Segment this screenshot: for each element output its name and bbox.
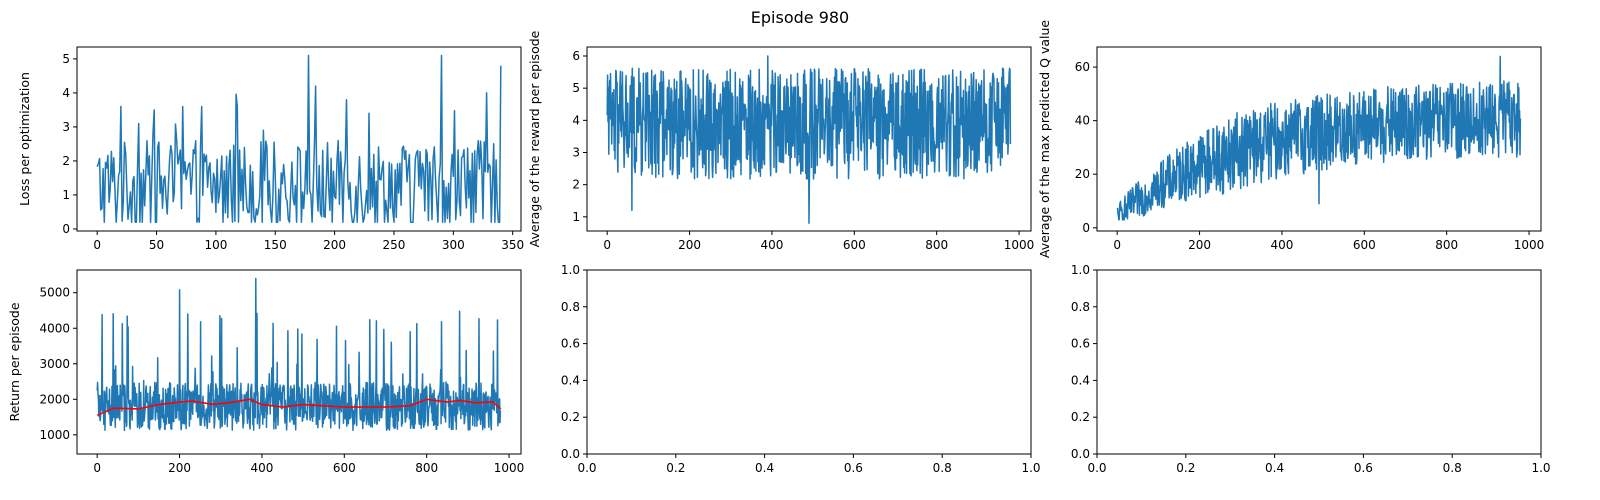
y-tick-label: 20 — [1075, 167, 1090, 181]
y-tick-label: 0.6 — [1071, 337, 1090, 351]
x-tick-label: 1000 — [494, 461, 525, 475]
y-tick-label: 1 — [572, 210, 580, 224]
axes-frame — [1096, 46, 1542, 232]
x-tick-label: 0.8 — [933, 461, 952, 475]
x-tick-label: 0.0 — [1087, 461, 1106, 475]
x-tick-label: 800 — [925, 238, 948, 252]
y-axis-label: Loss per optimization — [17, 72, 32, 206]
axes-frame — [586, 269, 1032, 455]
y-tick-label: 5 — [62, 52, 70, 66]
y-tick-label: 0.0 — [561, 447, 580, 461]
y-tick-label: 0 — [1082, 221, 1090, 235]
y-tick-label: 5000 — [39, 286, 70, 300]
x-tick-label: 1.0 — [1531, 461, 1550, 475]
x-tick-label: 1.0 — [1021, 461, 1040, 475]
y-tick-label: 4 — [572, 113, 580, 127]
chart-bottom-right: 0.0 0.2 0.4 0.6 0.8 1.0 0.0 0.2 0.4 0.6 0.8 1.0 — [1071, 263, 1551, 475]
x-tick-label: 0.2 — [666, 461, 685, 475]
y-axis-label: Return per episode — [7, 302, 22, 421]
y-tick-label: 3000 — [39, 357, 70, 371]
y-tick-label: 2 — [572, 178, 580, 192]
x-tick-label: 0.6 — [844, 461, 863, 475]
x-tick-label: 800 — [1435, 238, 1458, 252]
axes-frame — [586, 46, 1032, 232]
x-tick-label: 250 — [383, 238, 406, 252]
axes-frame — [76, 46, 522, 232]
x-tick-label: 200 — [678, 238, 701, 252]
y-tick-label: 0.2 — [561, 410, 580, 424]
x-tick-label: 0.8 — [1443, 461, 1462, 475]
y-tick-label: 0.8 — [561, 300, 580, 314]
y-tick-label: 0.4 — [1071, 373, 1090, 387]
x-tick-label: 400 — [760, 238, 783, 252]
y-tick-label: 1.0 — [1071, 263, 1090, 277]
chart-top-right: 0 200 400 600 800 1000 0 20 40 60 Average of the m… — [1037, 20, 1544, 259]
y-tick-label: 4 — [62, 86, 70, 100]
x-tick-label: 200 — [1188, 238, 1211, 252]
y-axis-label: Average of the reward per episode — [527, 30, 542, 247]
x-tick-label: 0.4 — [1265, 461, 1284, 475]
y-tick-label: 0.8 — [1071, 300, 1090, 314]
x-tick-label: 1000 — [1514, 238, 1545, 252]
y-tick-label: 0 — [62, 222, 70, 236]
series-line-0 — [96, 277, 502, 432]
y-tick-label: 1000 — [39, 428, 70, 442]
x-tick-label: 0 — [1113, 238, 1121, 252]
x-tick-label: 300 — [442, 238, 465, 252]
x-tick-label: 800 — [415, 461, 438, 475]
y-tick-label: 40 — [1075, 114, 1090, 128]
x-tick-label: 50 — [149, 238, 164, 252]
y-tick-label: 3 — [572, 146, 580, 160]
chart-bottom-left: 0 200 400 600 800 1000 1000 2000 3000 4000 5000 Ret… — [7, 269, 525, 475]
y-tick-label: 0.2 — [1071, 410, 1090, 424]
x-tick-label: 150 — [264, 238, 287, 252]
y-tick-label: 2 — [62, 154, 70, 168]
x-tick-label: 0.4 — [755, 461, 774, 475]
y-tick-label: 2000 — [39, 392, 70, 406]
y-axis-label: Average of the max predicted Q value — [1037, 20, 1052, 259]
x-tick-label: 0 — [93, 461, 101, 475]
y-tick-label: 5 — [572, 81, 580, 95]
y-tick-label: 6 — [572, 49, 580, 63]
x-tick-label: 400 — [250, 461, 273, 475]
y-tick-label: 0.0 — [1071, 447, 1090, 461]
x-tick-label: 350 — [501, 238, 524, 252]
y-tick-label: 1.0 — [561, 263, 580, 277]
x-tick-label: 600 — [333, 461, 356, 475]
chart-top-center: 0 200 400 600 800 1000 1 2 3 4 5 6 Average of the re… — [527, 30, 1034, 252]
series-line-0 — [606, 55, 1012, 225]
x-tick-label: 0.6 — [1354, 461, 1373, 475]
axes-frame — [76, 269, 522, 455]
chart-bottom-center: 0.0 0.2 0.4 0.6 0.8 1.0 0.0 0.2 0.4 0.6 0.8 1.0 — [561, 263, 1041, 475]
x-tick-label: 100 — [204, 238, 227, 252]
series-line-1 — [96, 398, 502, 417]
series-line-0 — [96, 54, 502, 223]
x-tick-label: 600 — [843, 238, 866, 252]
series-line-0 — [1116, 55, 1522, 221]
y-tick-label: 60 — [1075, 60, 1090, 74]
y-tick-label: 1 — [62, 188, 70, 202]
x-tick-label: 200 — [168, 461, 191, 475]
figure-title: Episode 980 — [750, 8, 850, 27]
x-tick-label: 0 — [93, 238, 101, 252]
x-tick-label: 0 — [603, 238, 611, 252]
axes-frame — [1096, 269, 1542, 455]
x-tick-label: 0.0 — [577, 461, 596, 475]
x-tick-label: 400 — [1270, 238, 1293, 252]
x-tick-label: 0.2 — [1176, 461, 1195, 475]
x-tick-label: 200 — [323, 238, 346, 252]
y-tick-label: 4000 — [39, 321, 70, 335]
y-tick-label: 0.6 — [561, 337, 580, 351]
x-tick-label: 600 — [1353, 238, 1376, 252]
chart-top-left: 0 50 100 150 200 250 300 350 0 1 2 3 4 5 Loss per opti… — [17, 46, 524, 252]
y-tick-label: 3 — [62, 120, 70, 134]
x-tick-label: 1000 — [1004, 238, 1035, 252]
y-tick-label: 0.4 — [561, 373, 580, 387]
